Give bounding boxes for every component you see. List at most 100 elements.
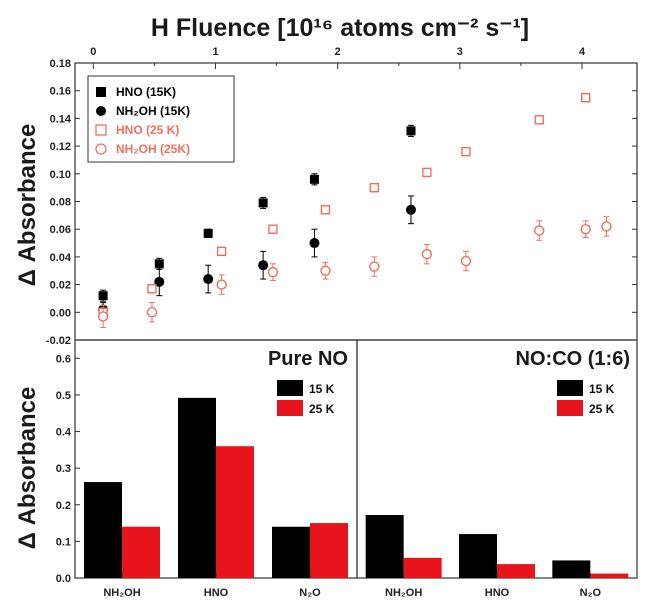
data-point-circle-open: [534, 225, 545, 236]
bottom-y-axis-title: Δ Absorbance: [14, 387, 41, 550]
data-point-circle: [154, 276, 165, 287]
bar-legend-swatch: [557, 400, 583, 416]
bar-legend-label: 15 K: [309, 382, 335, 396]
data-point-circle: [203, 274, 214, 285]
bar-category-label: N₂O: [580, 587, 602, 599]
data-point-circle: [309, 238, 320, 249]
bar: [459, 534, 497, 578]
top-y-tick-label: 0.12: [50, 141, 71, 153]
legend-label: NH₂OH (25K): [116, 142, 190, 156]
bar-legend-label: 25 K: [589, 402, 615, 416]
bar-y-tick-label: 0.0: [56, 573, 71, 585]
bars-pure-no: 0.0 0.1 0.2 0.3 0.4 0.5 0.6 NH₂OH HNO N₂O 15 K 25 K: [56, 353, 348, 599]
top-y-tick-label: 0.14: [50, 113, 72, 125]
top-x-tick-label: 0: [90, 46, 96, 58]
data-point-circle-open: [216, 279, 227, 290]
bar-category-label: N₂O: [299, 587, 321, 599]
bar-legend-swatch: [277, 380, 303, 396]
top-x-tick-label: 1: [212, 46, 218, 58]
data-point-square-open: [320, 205, 331, 215]
bar: [216, 446, 254, 578]
bar: [497, 564, 535, 578]
data-point-circle-open: [146, 307, 158, 318]
bars-no-co: NH₂OH HNO N₂O 15 K 25 K: [365, 380, 629, 599]
data-point-square-open: [147, 284, 157, 294]
bar-category-label: HNO: [204, 587, 229, 599]
bar-y-tick-label: 0.2: [56, 500, 71, 512]
top-y-tick-label: 0.18: [50, 58, 71, 70]
top-legend: HNO (15K) NH₂OH (15K) HNO (25 K) NH₂OH (25K…: [87, 75, 235, 163]
top-y-tick-label: -0.02: [46, 335, 71, 347]
data-point-square-open: [422, 167, 432, 178]
top-y-tick-label: 0.06: [50, 224, 71, 236]
data-point-square-open: [268, 224, 278, 234]
data-point-square-open: [461, 146, 471, 157]
bar: [178, 397, 216, 578]
top-y-axis-title: Δ Absorbance: [14, 124, 41, 287]
top-x-tick-label: 3: [457, 46, 463, 58]
top-y-tick-label: 0.16: [50, 86, 71, 98]
bar-legend-label: 15 K: [589, 382, 615, 396]
legend-marker-circle-open: [95, 143, 107, 155]
bar-y-tick-label: 0.3: [56, 463, 71, 475]
top-x-tick-label: 2: [335, 46, 341, 58]
data-point-square-open: [216, 246, 227, 257]
data-point-square-open: [369, 182, 380, 193]
bar-category-label: HNO: [485, 587, 510, 599]
bar: [552, 560, 591, 578]
bar: [590, 573, 629, 578]
top-legend-frame: [87, 75, 235, 163]
data-point-circle-open: [267, 266, 279, 278]
data-point-square: [309, 174, 319, 184]
legend-marker-square: [96, 87, 106, 97]
bar-category-label: NH₂OH: [385, 587, 422, 599]
data-point-circle-open: [320, 265, 331, 276]
data-point-circle-open: [421, 248, 433, 260]
data-point-circle: [258, 260, 269, 271]
bar-legend-swatch: [277, 400, 303, 416]
bar-legend-label: 25 K: [309, 402, 335, 416]
bar: [122, 526, 160, 578]
top-y-tick-label: 0.08: [50, 197, 71, 209]
legend-label: NH₂OH (15K): [116, 104, 190, 118]
data-point-square: [98, 291, 108, 301]
data-point-circle-open: [97, 311, 109, 322]
top-x-tick-label: 4: [579, 46, 586, 58]
legend-label: HNO (15K): [116, 85, 176, 99]
data-point-circle: [405, 204, 416, 215]
legend-label: HNO (25 K): [116, 123, 179, 137]
data-point-circle-open: [580, 223, 591, 235]
top-y-tick-label: 0.02: [50, 280, 71, 292]
data-point-square-open: [534, 115, 544, 125]
top-axis-title: H Fluence [10¹⁶ atoms cm⁻² s⁻¹]: [151, 14, 529, 42]
scatter-plot: [97, 92, 612, 329]
top-axis-ticks: 0 1 2 3 4 -0.02 0.00 0.02 0.04 0.06 0.08 0.10 0.12 0.…: [46, 46, 637, 347]
top-y-tick-label: 0.04: [50, 252, 72, 264]
bar: [403, 557, 442, 578]
bar: [310, 523, 348, 578]
bar-y-tick-label: 0.6: [56, 353, 71, 365]
bar-legend-swatch: [557, 380, 583, 396]
data-point-square: [406, 126, 416, 136]
bar-y-tick-label: 0.1: [56, 536, 71, 548]
data-point-circle-open: [601, 221, 612, 232]
bar-category-label: NH₂OH: [103, 587, 140, 599]
pure-no-title: Pure NO: [268, 348, 348, 370]
data-point-circle-open: [369, 261, 380, 272]
data-point-square-open: [580, 92, 591, 103]
bar: [272, 526, 310, 578]
top-y-tick-label: 0.00: [50, 307, 71, 319]
legend-marker-square-open: [95, 124, 107, 136]
bar-y-tick-label: 0.5: [56, 390, 71, 402]
legend-marker-circle: [96, 106, 106, 116]
data-point-square: [154, 259, 164, 269]
top-y-tick-label: 0.10: [50, 169, 71, 181]
noco-title: NO:CO (1:6): [516, 348, 630, 370]
bar: [365, 515, 404, 578]
data-point-square: [258, 198, 268, 208]
data-point-circle-open: [460, 255, 472, 267]
bar-y-tick-label: 0.4: [56, 427, 72, 439]
bar: [84, 482, 122, 578]
data-point-square: [203, 228, 213, 238]
